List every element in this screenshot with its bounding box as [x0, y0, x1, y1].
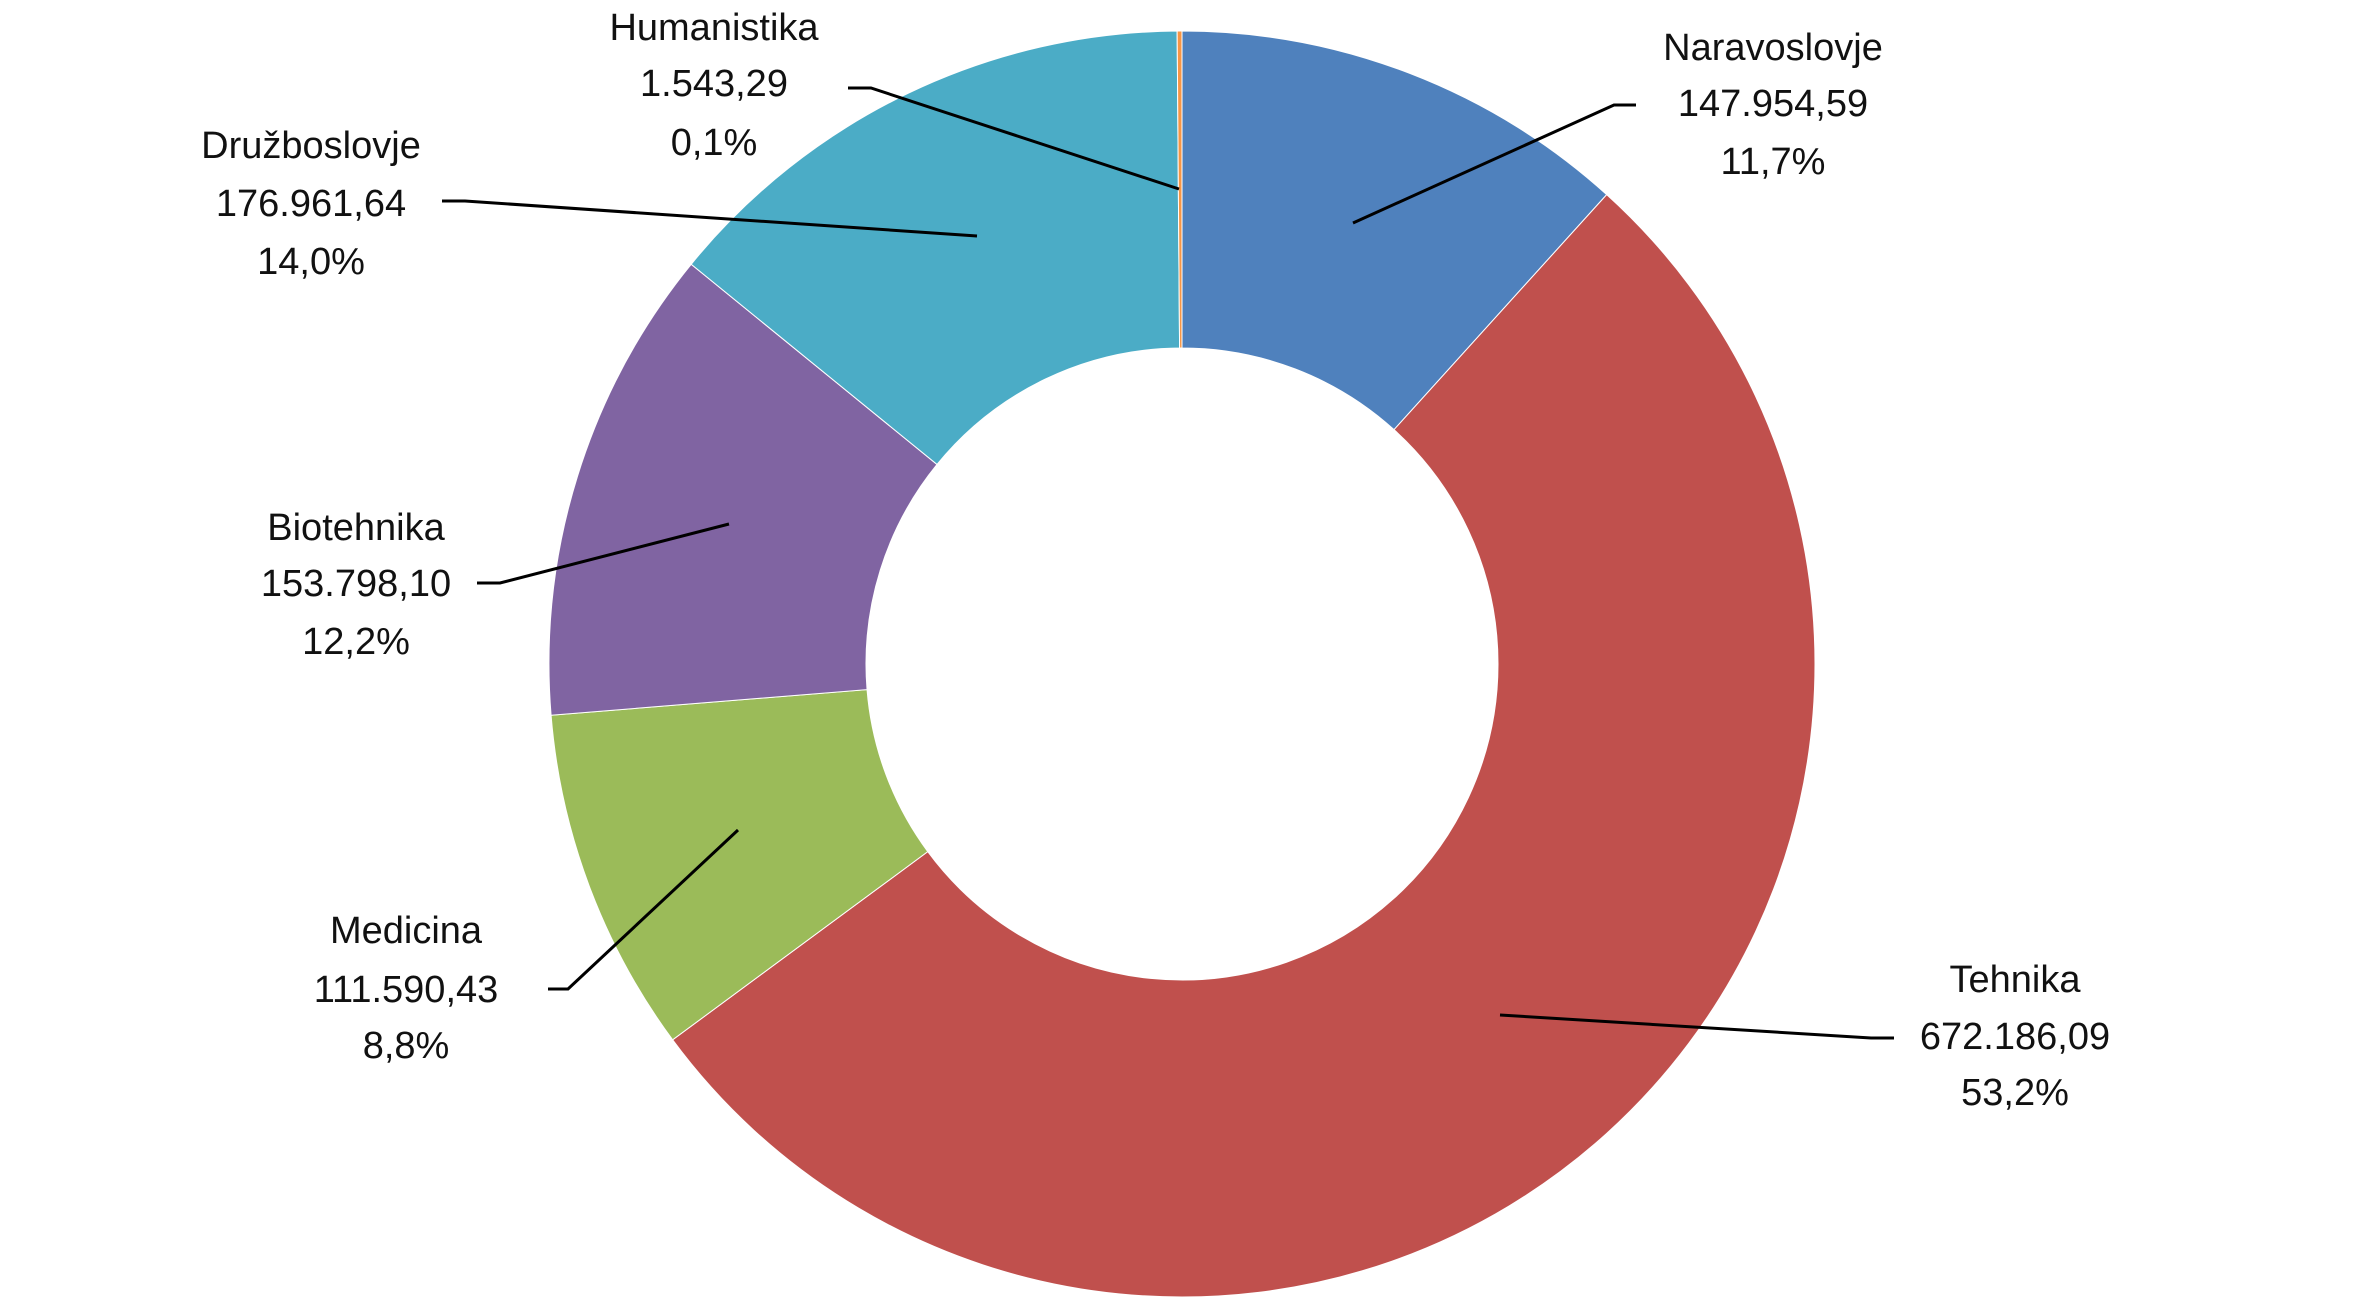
- percent-label: 8,8%: [363, 1025, 450, 1067]
- slice: [671, 193, 1816, 1298]
- leader-line: [1499, 1013, 1894, 1040]
- category-label: Humanistika: [609, 7, 819, 49]
- value-label: 147.954,59: [1678, 83, 1868, 125]
- leader-line: [477, 522, 730, 585]
- value-label: 111.590,43: [314, 969, 499, 1011]
- category-label: Družboslovje: [201, 125, 421, 167]
- value-label: 1.543,29: [640, 63, 788, 105]
- slice: [1176, 30, 1183, 349]
- leader-line: [442, 199, 978, 238]
- leader-line: [1352, 103, 1636, 225]
- category-label: Medicina: [330, 910, 483, 952]
- percent-label: 12,2%: [302, 621, 410, 663]
- slice: [550, 689, 929, 1041]
- value-label: 153.798,10: [261, 563, 451, 605]
- percent-label: 53,2%: [1961, 1072, 2069, 1114]
- value-label: 176.961,64: [216, 183, 406, 225]
- percent-label: 14,0%: [257, 241, 365, 283]
- value-label: 672.186,09: [1920, 1016, 2110, 1058]
- leader-line: [848, 86, 1180, 191]
- category-label: Biotehnika: [267, 507, 445, 549]
- percent-label: 0,1%: [671, 122, 758, 164]
- slice: [548, 263, 938, 716]
- category-label: Tehnika: [1950, 959, 2082, 1001]
- percent-label: 11,7%: [1721, 141, 1826, 183]
- category-label: Naravoslovje: [1663, 27, 1883, 69]
- leader-line: [548, 828, 740, 991]
- slice: [690, 30, 1181, 466]
- slice: [1181, 30, 1608, 431]
